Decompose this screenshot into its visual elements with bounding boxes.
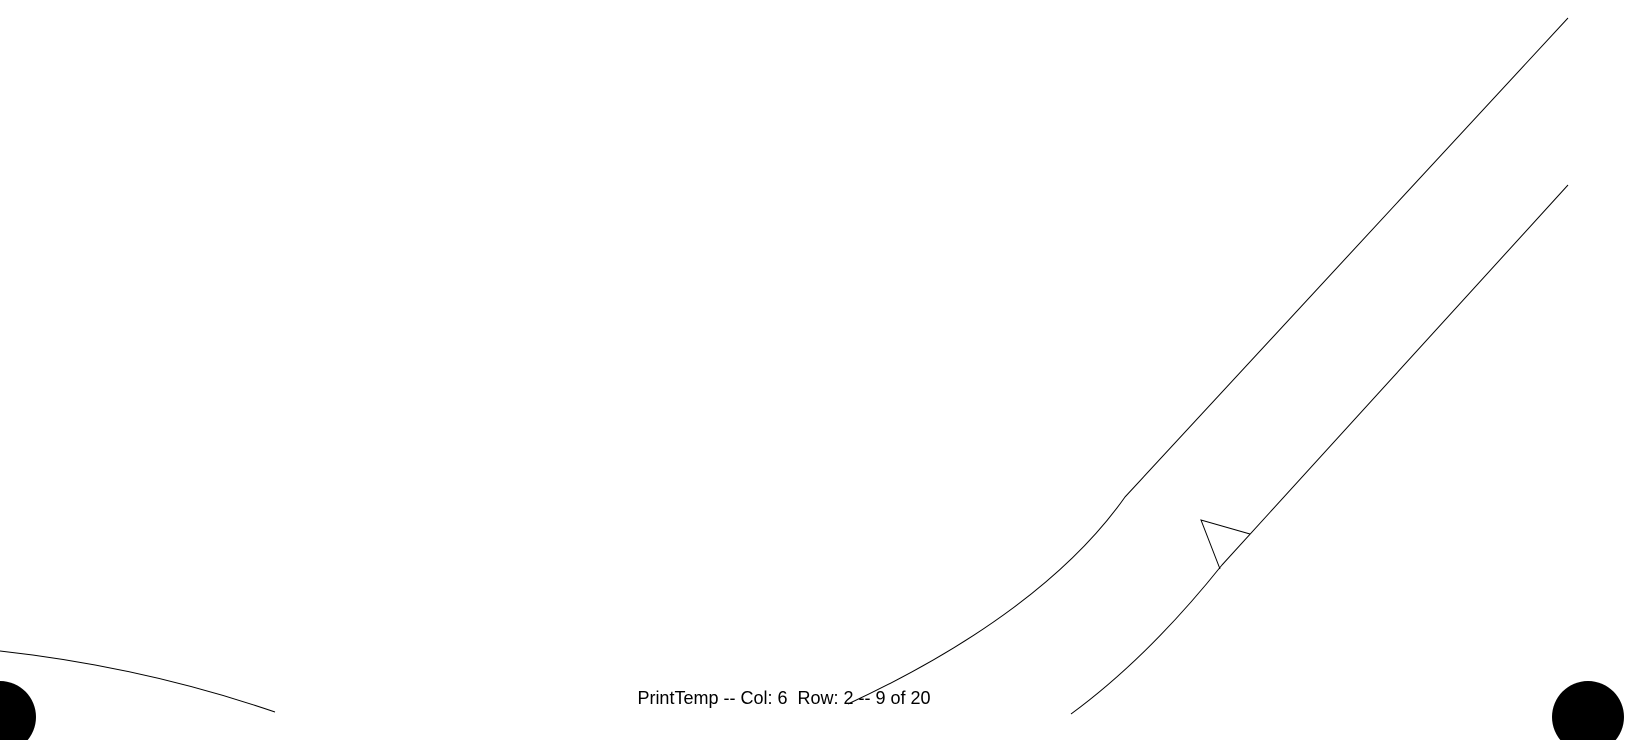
road-edge-lower (1070, 184, 1569, 715)
left-road-edge (0, 650, 276, 713)
footer-label: PrintTemp -- Col: 6 Row: 2 -- 9 of 20 (637, 688, 931, 708)
triangle-marker (1200, 519, 1251, 570)
registration-mark-left (0, 681, 36, 740)
registration-mark-right (1552, 681, 1624, 740)
road-edge-upper (847, 17, 1569, 705)
